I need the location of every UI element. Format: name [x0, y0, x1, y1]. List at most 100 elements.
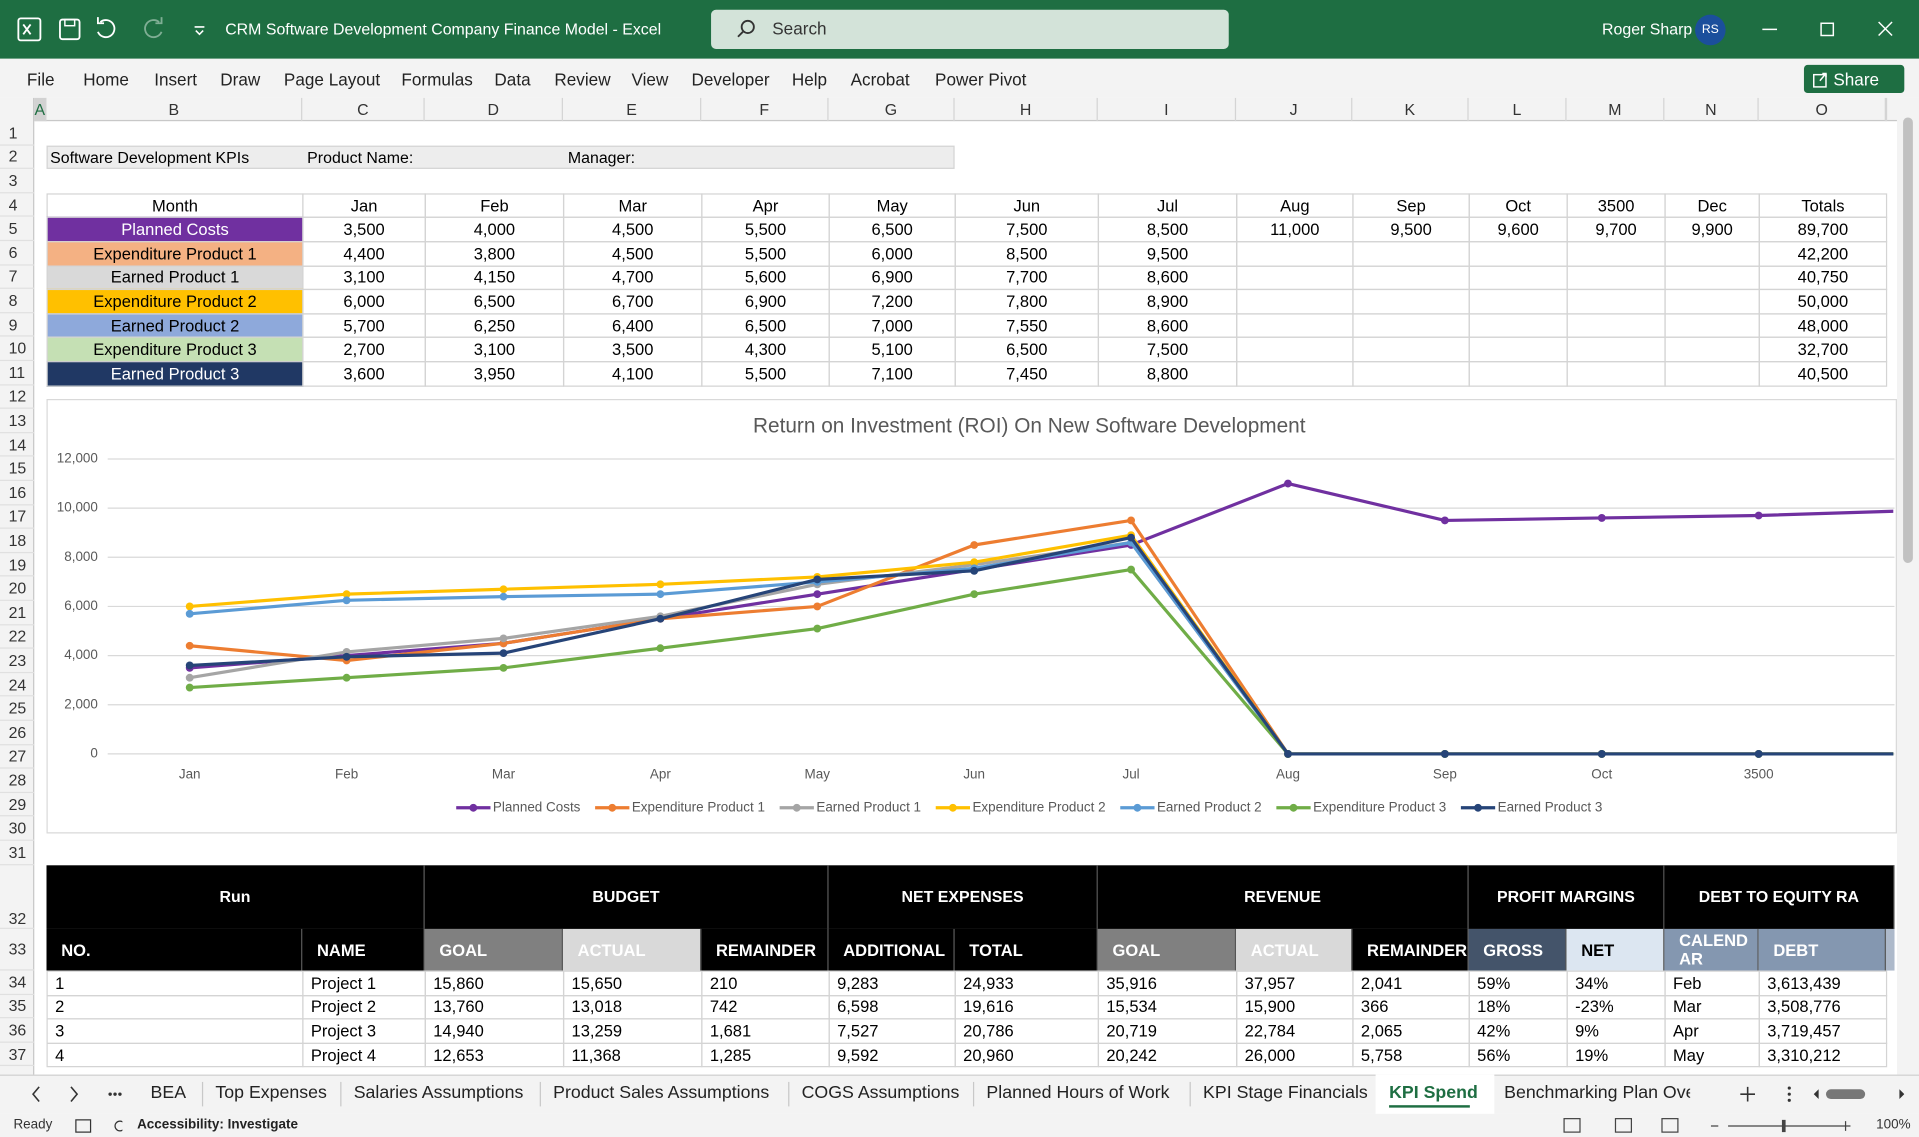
kpi-header-cell: Totals — [1759, 193, 1888, 218]
kpi-cell: 89,700 — [1759, 217, 1888, 242]
sheet-tab[interactable]: Product Sales Assumptions — [553, 1083, 769, 1103]
column-header[interactable]: D — [425, 98, 563, 121]
row-header[interactable]: 28 — [0, 769, 34, 793]
row-header[interactable]: 13 — [0, 409, 34, 433]
ribbon-tab[interactable]: Home — [83, 70, 129, 90]
ribbon-tab[interactable]: Page Layout — [284, 70, 380, 90]
sheet-tab[interactable]: Planned Hours of Work — [986, 1083, 1169, 1103]
search-icon — [734, 17, 758, 41]
row-header[interactable]: 32 — [0, 865, 34, 929]
column-header[interactable]: G — [829, 98, 955, 121]
row-header[interactable]: 27 — [0, 745, 34, 769]
row-header[interactable]: 6 — [0, 241, 34, 265]
tab-separator — [973, 1082, 974, 1106]
row-header[interactable]: 20 — [0, 577, 34, 601]
column-header[interactable]: F — [701, 98, 828, 121]
tab-controls[interactable] — [1696, 1077, 1904, 1111]
table-cell: 4 — [47, 1043, 304, 1068]
ribbon-tab[interactable]: Data — [494, 70, 530, 90]
column-header[interactable]: J — [1236, 98, 1352, 121]
kpi-row-label: Expenditure Product 2 — [47, 289, 304, 314]
row-header[interactable]: 23 — [0, 649, 34, 673]
ribbon-tab[interactable]: Review — [554, 70, 610, 90]
kpi-cell — [1664, 289, 1759, 314]
data-point — [656, 590, 664, 598]
column-header[interactable]: B — [47, 98, 303, 121]
row-header[interactable]: 24 — [0, 673, 34, 697]
column-header[interactable]: K — [1352, 98, 1468, 121]
y-tick-label: 2,000 — [64, 696, 98, 711]
row-header[interactable]: 17 — [0, 505, 34, 529]
row-header[interactable]: 9 — [0, 313, 34, 337]
row-header[interactable]: 7 — [0, 265, 34, 289]
scroll-thumb[interactable] — [1903, 117, 1913, 562]
kpi-cell: 5,600 — [701, 265, 830, 290]
ribbon-tab[interactable]: Insert — [154, 70, 197, 90]
sheet-tab[interactable]: BEA — [151, 1083, 187, 1103]
kpi-row-label: Earned Product 1 — [47, 265, 304, 290]
ribbon-tab[interactable]: File — [27, 70, 55, 90]
row-header[interactable]: 5 — [0, 217, 34, 241]
ribbon-tab[interactable]: View — [632, 70, 669, 90]
ribbon-tab[interactable]: Developer — [691, 70, 769, 90]
row-header[interactable]: 12 — [0, 385, 34, 409]
row-header[interactable]: 36 — [0, 1019, 34, 1043]
column-header[interactable]: O — [1759, 98, 1886, 121]
column-header[interactable]: L — [1469, 98, 1567, 121]
row-header[interactable]: 15 — [0, 457, 34, 481]
row-header[interactable]: 34 — [0, 971, 34, 995]
view-controls[interactable] — [1554, 1115, 1872, 1137]
ribbon-tab[interactable]: Formulas — [401, 70, 472, 90]
row-header[interactable]: 2 — [0, 145, 34, 169]
row-header[interactable]: 3 — [0, 169, 34, 193]
row-header[interactable]: 29 — [0, 793, 34, 817]
row-header[interactable]: 19 — [0, 553, 34, 577]
row-header[interactable]: 1 — [0, 121, 34, 145]
row-header[interactable]: 8 — [0, 289, 34, 313]
data-point — [1127, 534, 1135, 542]
row-header[interactable]: 37 — [0, 1043, 34, 1067]
row-header[interactable]: 10 — [0, 337, 34, 361]
y-tick-label: 6,000 — [64, 598, 98, 613]
kpi-cell — [1469, 337, 1568, 362]
column-header[interactable]: N — [1664, 98, 1758, 121]
sheet-nav[interactable] — [0, 1077, 135, 1111]
row-header[interactable]: 14 — [0, 433, 34, 457]
status-accessibility[interactable]: Accessibility: Investigate — [137, 1117, 298, 1132]
sheet-tab[interactable]: Benchmarking Plan Ove — [1504, 1083, 1690, 1103]
column-header[interactable]: E — [563, 98, 701, 121]
row-header[interactable]: 21 — [0, 601, 34, 625]
ribbon-tab[interactable]: Acrobat — [851, 70, 910, 90]
sheet-tab[interactable]: KPI Stage Financials — [1203, 1083, 1368, 1103]
sheet-tab[interactable]: COGS Assumptions — [802, 1083, 960, 1103]
column-heading: NAME — [302, 929, 424, 971]
column-header[interactable]: A — [34, 98, 46, 121]
row-header[interactable]: 18 — [0, 529, 34, 553]
ribbon-tab[interactable]: Help — [792, 70, 827, 90]
sheet-tab[interactable]: Top Expenses — [215, 1083, 326, 1103]
kpi-cell: 6,500 — [829, 217, 956, 242]
column-header[interactable]: M — [1567, 98, 1665, 121]
row-header[interactable]: 25 — [0, 697, 34, 721]
user-avatar[interactable]: RS — [1695, 15, 1726, 46]
row-header[interactable]: 33 — [0, 929, 34, 971]
row-header[interactable]: 11 — [0, 361, 34, 385]
kpi-cell: 7,200 — [829, 289, 956, 314]
ribbon-tab[interactable]: Power Pivot — [935, 70, 1026, 90]
row-header[interactable]: 35 — [0, 995, 34, 1019]
kpi-cell: 5,500 — [701, 361, 830, 386]
row-header[interactable]: 26 — [0, 721, 34, 745]
column-header[interactable]: C — [302, 98, 424, 121]
row-header[interactable]: 16 — [0, 481, 34, 505]
column-header[interactable]: H — [955, 98, 1098, 121]
sheet-tab[interactable]: KPI Spend — [1389, 1083, 1478, 1103]
row-header[interactable]: 30 — [0, 817, 34, 841]
row-header[interactable]: 31 — [0, 841, 34, 865]
data-point — [186, 603, 194, 611]
row-header[interactable]: 22 — [0, 625, 34, 649]
row-header[interactable]: 4 — [0, 193, 34, 217]
column-header[interactable]: I — [1098, 98, 1236, 121]
ribbon-tab[interactable]: Draw — [220, 70, 260, 90]
sheet-tab[interactable]: Salaries Assumptions — [354, 1083, 524, 1103]
